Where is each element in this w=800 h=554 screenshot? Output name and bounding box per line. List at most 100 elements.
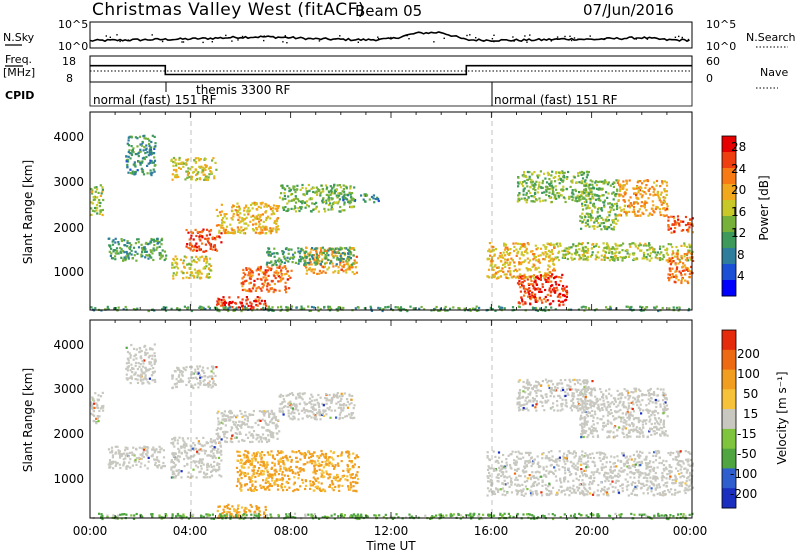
scatter-cell <box>183 266 186 269</box>
scatter-cell <box>300 396 303 399</box>
scatter-cell <box>131 170 134 173</box>
power-colorbar-swatch <box>722 200 736 217</box>
scatter-cell <box>535 248 538 251</box>
scatter-cell <box>192 377 195 380</box>
scatter-cell <box>305 402 308 406</box>
scatter-cell <box>580 190 583 193</box>
scatter-cell <box>195 234 198 238</box>
scatter-cell <box>197 273 200 276</box>
scatter-cell <box>653 188 656 191</box>
scatter-cell <box>588 225 591 228</box>
scatter-cell <box>322 404 325 407</box>
scatter-cell <box>347 255 350 258</box>
scatter-cell <box>304 254 307 257</box>
scatter-cell <box>539 170 542 173</box>
scatter-cell <box>140 357 143 360</box>
scatter-cell <box>543 297 546 301</box>
scatter-cell <box>176 267 180 270</box>
scatter-cell <box>541 283 544 286</box>
scatter-cell <box>287 412 290 415</box>
scatter-cell <box>247 304 250 307</box>
scatter-cell <box>525 175 528 178</box>
scatter-cell <box>260 457 263 460</box>
scatter-cell <box>400 307 403 311</box>
scatter-cell <box>620 184 624 187</box>
scatter-cell <box>684 223 688 227</box>
scatter-cell <box>245 204 248 207</box>
scatter-cell <box>334 254 337 257</box>
scatter-cell <box>543 276 546 280</box>
nsearch-point <box>526 41 528 43</box>
scatter-cell <box>127 139 130 142</box>
scatter-cell <box>149 367 152 371</box>
scatter-cell <box>190 271 193 274</box>
scatter-cell <box>616 219 619 222</box>
scatter-cell <box>123 461 126 464</box>
scatter-cell <box>157 242 160 245</box>
scatter-cell <box>509 273 512 276</box>
scatter-cell <box>159 252 162 255</box>
scatter-cell <box>648 259 651 262</box>
scatter-cell <box>642 205 645 208</box>
scatter-cell <box>206 442 209 445</box>
nsearch-point <box>109 36 111 38</box>
scatter-cell <box>271 306 274 309</box>
scatter-cell <box>115 252 118 255</box>
scatter-cell <box>683 253 686 256</box>
scatter-cell <box>608 248 611 251</box>
scatter-cell <box>160 243 163 246</box>
scatter-cell <box>96 404 99 407</box>
scatter-cell <box>192 442 195 445</box>
scatter-cell <box>576 244 579 247</box>
scatter-cell <box>607 181 610 184</box>
scatter-cell <box>549 290 553 293</box>
scatter-cell <box>611 182 614 185</box>
scatter-cell <box>320 482 323 485</box>
scatter-cell <box>648 248 651 251</box>
scatter-cell <box>324 271 327 274</box>
scatter-cell <box>577 174 580 177</box>
scatter-cell <box>606 243 609 246</box>
scatter-cell <box>588 307 591 310</box>
scatter-cell <box>305 250 308 253</box>
scatter-cell <box>254 203 257 206</box>
scatter-cell <box>261 225 265 228</box>
scatter-cell <box>685 268 688 271</box>
scatter-cell <box>270 409 273 412</box>
scatter-cell <box>525 250 528 253</box>
scatter-cell <box>149 361 153 364</box>
scatter-cell <box>190 461 193 464</box>
scatter-cell <box>213 306 217 309</box>
scatter-cell <box>346 475 349 478</box>
scatter-cell <box>245 227 248 230</box>
scatter-cell <box>552 300 555 303</box>
scatter-cell <box>342 306 345 309</box>
scatter-cell <box>567 247 571 250</box>
power-ylabel: Slant Range [km] <box>21 160 35 264</box>
scatter-cell <box>667 243 670 246</box>
scatter-cell <box>544 251 547 254</box>
scatter-cell <box>639 180 642 183</box>
scatter-cell <box>125 155 128 158</box>
scatter-cell <box>597 194 600 198</box>
scatter-cell <box>522 284 525 288</box>
scatter-cell <box>205 472 209 475</box>
scatter-cell <box>237 424 240 427</box>
scatter-cell <box>259 219 263 222</box>
scatter-cell <box>342 258 345 261</box>
scatter-cell <box>350 247 354 250</box>
scatter-cell <box>296 198 300 201</box>
scatter-cell <box>581 204 584 207</box>
scatter-cell <box>406 310 409 313</box>
scatter-cell <box>548 196 551 199</box>
scatter-cell <box>348 191 351 194</box>
scatter-cell <box>305 246 308 249</box>
scatter-cell <box>327 254 330 257</box>
scatter-cell <box>682 265 685 268</box>
scatter-cell <box>101 213 104 217</box>
scatter-cell <box>666 247 669 250</box>
scatter-cell <box>619 188 622 191</box>
scatter-cell <box>544 185 548 188</box>
scatter-cell <box>230 426 233 429</box>
scatter-cell <box>199 256 202 259</box>
